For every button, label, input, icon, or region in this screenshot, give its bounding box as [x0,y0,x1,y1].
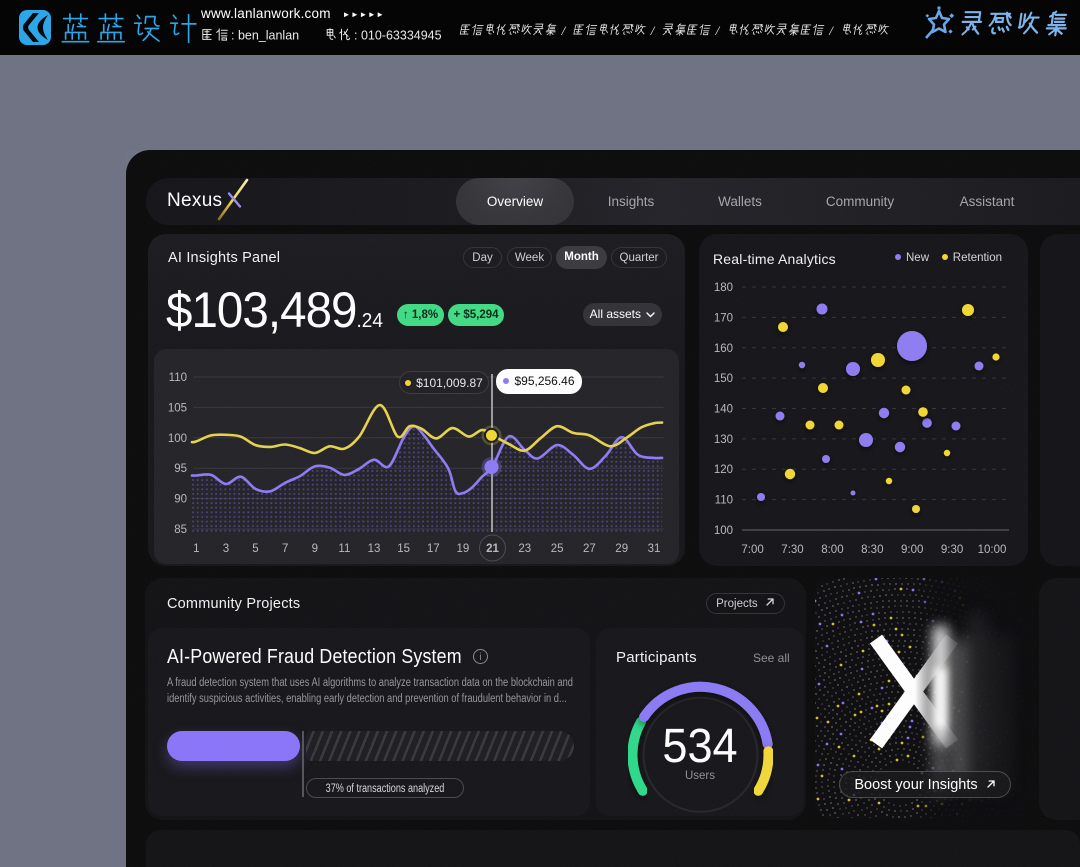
svg-text:19: 19 [457,543,470,555]
svg-text:85: 85 [174,524,187,536]
svg-text:/: / [650,23,656,38]
svg-text:25: 25 [551,543,564,555]
svg-text:31: 31 [648,543,661,555]
svg-text:95: 95 [174,463,187,475]
svg-text:180: 180 [714,282,733,294]
svg-text:120: 120 [714,464,733,476]
svg-text:100: 100 [168,433,187,445]
svg-text:15: 15 [397,543,410,555]
svg-text:11: 11 [338,543,350,555]
svg-text:: ben_lanlan: : ben_lanlan [231,29,299,43]
svg-text:100: 100 [714,525,733,537]
svg-text:7: 7 [282,543,288,555]
svg-text:8:30: 8:30 [861,544,883,556]
svg-text:23: 23 [518,543,531,555]
svg-text:13: 13 [368,543,381,555]
svg-text:27: 27 [583,543,596,555]
svg-text:130: 130 [714,434,733,446]
svg-text:105: 105 [168,402,187,414]
svg-text:/: / [828,23,834,38]
svg-text:8:00: 8:00 [821,544,843,556]
svg-text:7:00: 7:00 [741,544,763,556]
svg-text:90: 90 [174,494,187,506]
svg-text:110: 110 [715,495,733,507]
svg-text:110: 110 [169,372,187,384]
svg-text:: 010-63334945: : 010-63334945 [354,29,442,43]
svg-text:1: 1 [193,543,199,555]
svg-text:170: 170 [714,312,733,324]
svg-text:5: 5 [252,543,258,555]
svg-text:160: 160 [714,343,733,355]
svg-text:/: / [715,23,721,38]
svg-text:29: 29 [615,543,628,555]
svg-text:3: 3 [223,543,229,555]
svg-text:140: 140 [714,404,733,416]
svg-text:17: 17 [427,543,440,555]
svg-text:21: 21 [486,543,499,555]
svg-text:150: 150 [714,373,733,385]
svg-text:9:30: 9:30 [941,544,963,556]
svg-text:7:30: 7:30 [781,544,803,556]
svg-text:/: / [561,23,567,38]
svg-text:9:00: 9:00 [901,544,923,556]
svg-text:9: 9 [312,543,318,555]
svg-text:10:00: 10:00 [978,544,1007,556]
